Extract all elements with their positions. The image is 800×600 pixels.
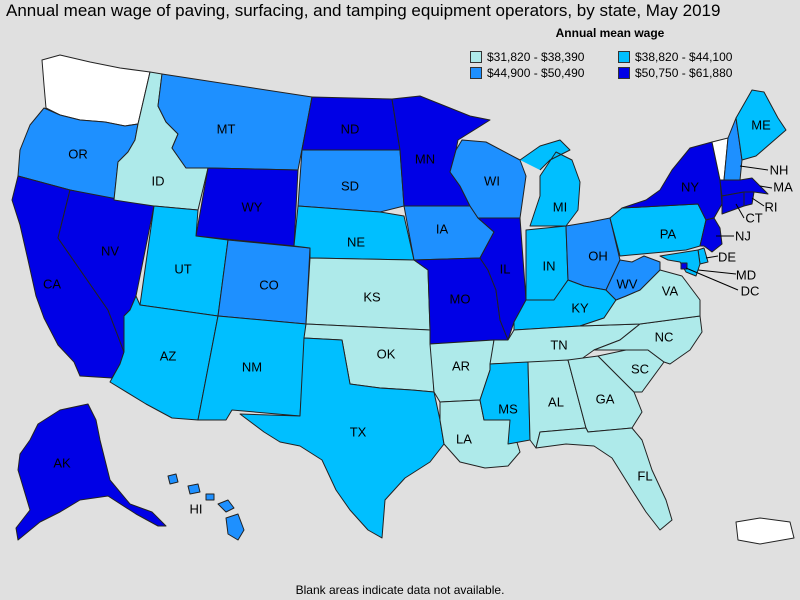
legend-swatch [470,51,482,63]
state-label-nh: NH [770,162,789,177]
legend: Annual mean wage $31,820 - $38,390 $38,8… [470,26,770,80]
state-fl[interactable] [535,427,673,531]
state-label-ia: IA [436,221,449,236]
state-nh[interactable] [723,117,743,181]
state-label-ny: NY [681,179,699,194]
state-label-la: LA [456,431,472,446]
state-label-al: AL [548,394,564,409]
state-label-ga: GA [596,391,615,406]
legend-label: $38,820 - $44,100 [635,50,733,64]
state-label-ct: CT [745,210,762,225]
state-label-sc: SC [631,361,649,376]
state-label-ma: MA [773,179,793,194]
state-label-pa: PA [660,226,677,241]
legend-item-bin-2: $38,820 - $44,100 [618,50,768,64]
state-label-ri: RI [765,199,778,214]
state-label-mo: MO [450,291,471,306]
state-label-wi: WI [484,173,500,188]
legend-item-bin-3: $44,900 - $50,490 [470,66,618,80]
state-label-ak: AK [53,455,71,470]
state-label-mi: MI [553,199,567,214]
state-il[interactable] [477,217,527,341]
territory-pr[interactable] [735,517,795,545]
leader-line-ct [735,203,745,219]
state-label-nd: ND [341,121,360,136]
state-label-ca: CA [43,276,61,291]
state-label-nm: NM [242,359,262,374]
state-hi[interactable] [167,473,245,541]
legend-swatch [618,51,630,63]
footnote: Blank areas indicate data not available. [295,583,505,597]
leader-line-md [697,269,737,275]
state-label-dc: DC [741,283,760,298]
state-label-mt: MT [217,121,236,136]
state-label-in: IN [543,258,556,273]
leader-line-ri [751,197,765,207]
state-ri[interactable] [743,191,755,207]
state-label-ms: MS [498,401,518,416]
state-label-sd: SD [341,178,359,193]
state-label-nj: NJ [735,228,751,243]
state-label-ky: KY [571,300,589,315]
state-sd[interactable] [297,149,405,213]
leader-line-dc [685,267,739,291]
state-label-ks: KS [363,289,381,304]
legend-label: $31,820 - $38,390 [487,50,585,64]
state-label-tx: TX [350,424,367,439]
legend-label: $50,750 - $61,880 [635,66,733,80]
state-pa[interactable] [609,203,707,257]
leader-line-nh [739,165,769,171]
state-label-de: DE [718,249,736,264]
legend-item-bin-1: $31,820 - $38,390 [470,50,618,64]
state-label-az: AZ [160,348,177,363]
state-label-ne: NE [347,234,365,249]
state-label-nv: NV [101,243,119,258]
legend-swatch [470,67,482,79]
state-label-id: ID [152,173,165,188]
state-label-wv: WV [617,276,638,291]
state-label-wy: WY [242,199,263,214]
state-label-hi: HI [190,501,203,516]
state-label-or: OR [68,146,88,161]
state-dc[interactable] [680,262,688,270]
map-title: Annual mean wage of paving, surfacing, a… [6,1,721,20]
state-label-va: VA [662,283,679,298]
state-mi[interactable] [519,139,581,227]
state-label-tn: TN [550,337,567,352]
state-label-mn: MN [415,151,435,166]
state-wv[interactable] [605,255,661,301]
state-label-nc: NC [655,329,674,344]
legend-title: Annual mean wage [555,26,665,40]
state-label-fl: FL [637,468,652,483]
state-label-me: ME [751,117,771,132]
state-label-ar: AR [452,358,470,373]
leader-line-ma [759,185,773,189]
state-label-co: CO [259,277,279,292]
state-ne[interactable] [293,205,415,261]
legend-swatch [618,67,630,79]
state-label-ok: OK [377,346,396,361]
legend-label: $44,900 - $50,490 [487,66,585,80]
state-ak[interactable] [15,403,167,541]
legend-item-bin-4: $50,750 - $61,880 [618,66,768,80]
state-label-ut: UT [174,261,191,276]
state-ct[interactable] [721,191,745,215]
state-label-md: MD [736,267,756,282]
state-tx[interactable] [239,337,445,539]
state-label-il: IL [500,261,511,276]
state-nj[interactable] [699,217,723,253]
state-label-oh: OH [588,248,608,263]
leader-line-de [705,255,719,259]
state-me[interactable] [735,89,787,161]
